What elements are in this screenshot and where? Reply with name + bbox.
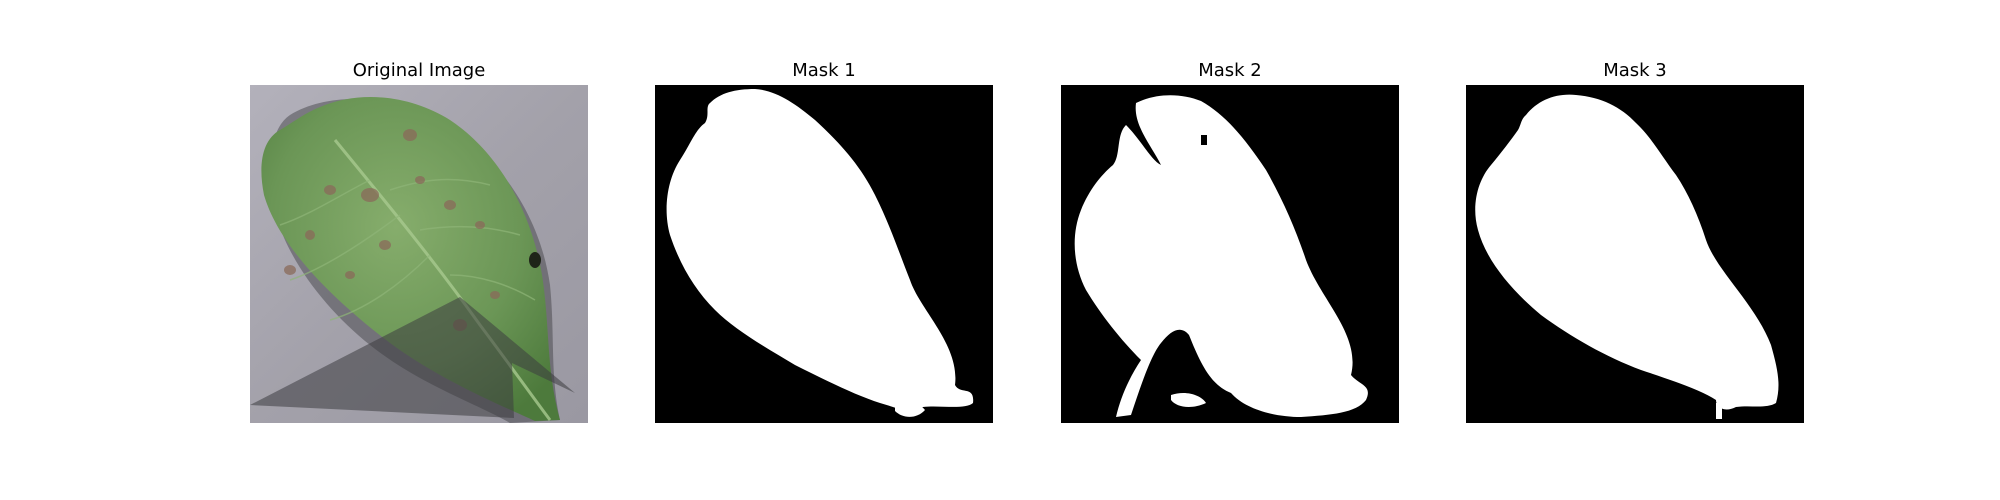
- mask-1-image: [655, 85, 993, 423]
- panel-title: Original Image: [352, 60, 486, 81]
- panel-title: Mask 3: [1603, 60, 1667, 81]
- mask-2-image: [1061, 85, 1399, 423]
- shadow-overlay: [250, 297, 575, 418]
- panel-title: Mask 2: [1198, 60, 1262, 81]
- original-image: [250, 85, 588, 423]
- mask-3-image: [1466, 85, 1804, 423]
- leaf-spots: [284, 129, 500, 331]
- panel-title: Mask 1: [792, 60, 856, 81]
